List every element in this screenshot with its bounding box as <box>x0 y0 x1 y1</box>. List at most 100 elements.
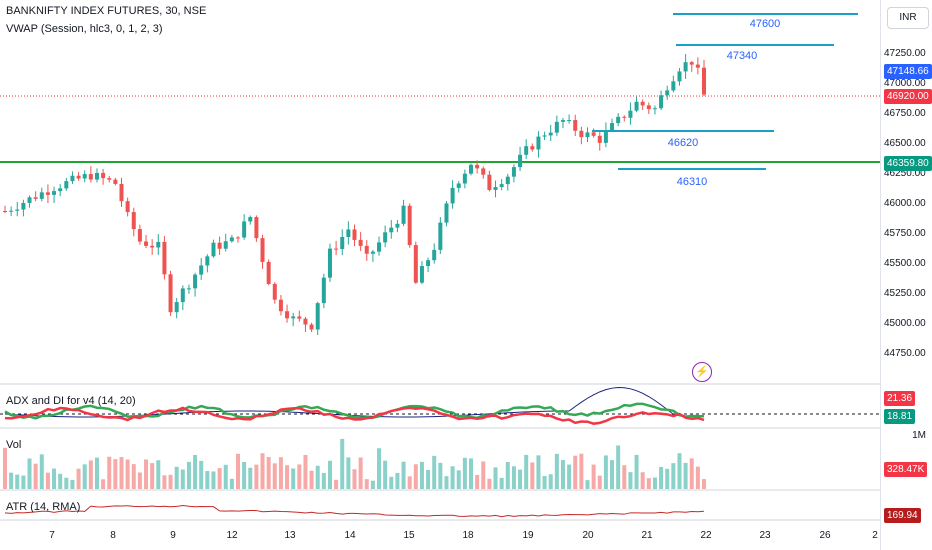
candle-body <box>64 181 69 189</box>
candle-body <box>475 164 480 169</box>
price-tick-label: 45750.00 <box>884 228 926 239</box>
volume-bar <box>186 461 191 489</box>
candle-body <box>432 249 437 261</box>
candle-body <box>309 324 314 330</box>
candle-body <box>260 238 265 262</box>
volume-bar <box>511 466 516 489</box>
atr-line <box>4 504 705 518</box>
candle-body <box>407 205 412 246</box>
volume-bar <box>107 456 112 489</box>
volume-bar <box>15 474 20 489</box>
volume-bar <box>652 477 657 489</box>
candle-body <box>364 245 369 254</box>
volume-bar <box>285 465 290 489</box>
volume-bar <box>548 474 553 489</box>
volume-bar <box>3 447 7 489</box>
volume-bar <box>334 479 339 489</box>
candle-body <box>671 81 676 91</box>
volume-bar <box>340 438 345 489</box>
candle-body <box>622 116 627 118</box>
volume-bar <box>585 480 590 489</box>
volume-bar <box>352 469 357 489</box>
volume-bar <box>156 460 161 489</box>
volume-bar <box>628 472 633 489</box>
chart-canvas[interactable] <box>0 0 880 550</box>
volume-bar <box>383 460 388 489</box>
candle-body <box>524 146 529 155</box>
volume-bar <box>689 458 694 489</box>
candle-body <box>334 248 339 250</box>
volume-bar <box>168 474 173 489</box>
volume-bar <box>597 475 602 489</box>
volume-bar <box>303 454 308 489</box>
candle-body <box>297 316 302 319</box>
di-minus-line <box>4 406 705 425</box>
candle-body <box>493 187 498 190</box>
vwap-indicator-label[interactable]: VWAP (Session, hlc3, 0, 1, 2, 3) <box>6 23 163 35</box>
volume-bar <box>671 463 676 489</box>
candle-body <box>291 316 296 319</box>
candle-body <box>616 116 621 124</box>
volume-bar <box>560 460 565 489</box>
volume-bar <box>254 464 259 489</box>
candle-body <box>518 154 523 168</box>
candle-body <box>76 175 81 179</box>
candle-body <box>548 132 553 136</box>
volume-bar <box>370 480 375 489</box>
volume-bar <box>469 458 473 489</box>
candle-body <box>610 123 615 131</box>
volume-bar <box>413 464 418 489</box>
candle-body <box>82 174 87 179</box>
volume-bar <box>456 470 461 489</box>
candle-body <box>634 101 639 111</box>
adx-indicator-label[interactable]: ADX and DI for v4 (14, 20) <box>6 395 136 407</box>
price-tick-label: 47250.00 <box>884 48 926 59</box>
volume-bar <box>248 467 253 489</box>
volume-bar <box>450 466 455 489</box>
price-tick-label: 46500.00 <box>884 138 926 149</box>
candle-body <box>21 202 26 210</box>
volume-bar <box>579 453 584 489</box>
volume-indicator-label[interactable]: Vol <box>6 439 22 451</box>
candle-body <box>413 245 418 283</box>
di-plus-tag: 18.81 <box>884 409 916 424</box>
volume-bar <box>554 453 559 489</box>
volume-bar <box>573 455 578 489</box>
atr-indicator-label[interactable]: ATR (14, RMA) <box>6 501 81 513</box>
candle-body <box>327 248 332 278</box>
currency-button[interactable]: INR <box>887 7 929 29</box>
candle-body <box>573 120 578 131</box>
candle-body <box>346 229 351 238</box>
candle-body <box>640 101 645 106</box>
candle-body <box>3 211 7 212</box>
candle-body <box>254 217 259 239</box>
volume-bar <box>297 464 302 489</box>
volume-axis-tick: 1M <box>912 430 926 441</box>
candle-body <box>58 188 63 192</box>
volume-bar <box>438 462 443 489</box>
volume-bar <box>401 461 406 489</box>
candle-body <box>9 210 14 212</box>
volume-bar <box>487 478 492 489</box>
candle-body <box>542 135 547 137</box>
lightning-icon[interactable]: ⚡ <box>692 362 712 382</box>
volume-bar <box>45 472 50 489</box>
candle-body <box>646 105 651 110</box>
symbol-title[interactable]: BANKNIFTY INDEX FUTURES, 30, NSE <box>6 5 207 17</box>
level-label-46310: 46310 <box>676 176 708 188</box>
candle-body <box>358 239 363 246</box>
candle-body <box>242 221 247 238</box>
volume-bar <box>659 466 664 489</box>
candle-body <box>469 164 473 174</box>
volume-bar <box>242 462 247 489</box>
volume-bar <box>327 460 332 489</box>
volume-bar <box>217 468 222 489</box>
support-price-tag: 46359.80 <box>884 156 932 171</box>
volume-bar <box>677 453 682 489</box>
time-tick-label: 14 <box>344 530 356 541</box>
volume-bar <box>634 454 639 489</box>
candle-body <box>689 62 694 65</box>
candle-body <box>180 288 185 303</box>
candle-body <box>438 222 443 250</box>
volume-bar <box>144 459 149 489</box>
